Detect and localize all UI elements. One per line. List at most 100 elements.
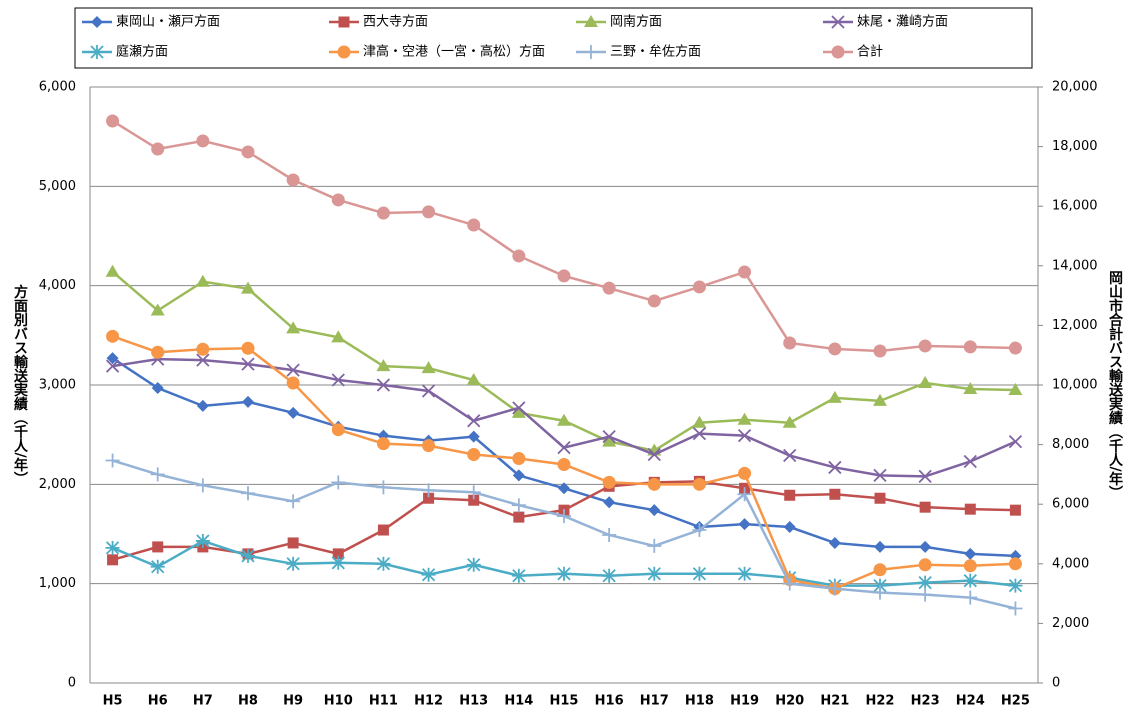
data-point [963,340,977,354]
data-point [827,390,842,403]
data-point [422,439,436,453]
data-point [738,265,752,279]
data-point [692,280,706,294]
x-tick-label: H25 [1001,694,1030,709]
data-point [150,467,165,482]
x-tick-label: H5 [103,694,123,709]
data-point [513,511,525,523]
data-point [466,485,481,500]
data-point [241,341,255,355]
data-point [692,477,706,491]
legend-label: 西大寺方面 [363,14,428,30]
legend-marker [338,16,350,28]
data-point [286,321,301,334]
data-point [828,536,841,549]
data-point [106,329,120,343]
data-point [1008,557,1022,571]
data-point [963,559,977,573]
data-point [241,548,255,563]
data-point [286,173,300,187]
data-point [376,359,391,372]
data-point [377,524,389,536]
y-tick-label: 3,000 [39,378,76,393]
data-point [241,486,255,501]
x-tick-label: H8 [238,694,258,709]
data-point [558,482,570,495]
data-point [963,381,978,394]
data-point [422,205,436,219]
data-point [106,352,119,365]
data-point [331,330,346,343]
data-point [602,281,616,295]
data-point [919,540,932,553]
data-point [919,501,931,513]
data-point [602,434,617,447]
legend-marker [90,45,104,59]
data-point [512,249,526,263]
data-point [557,440,571,455]
data-point [647,294,661,308]
data-point [784,489,796,501]
data-point [873,468,887,483]
data-point [557,509,571,524]
data-point [105,453,120,468]
data-point [963,573,978,588]
data-point [964,503,976,515]
legend-label: 三野・牟佐方面 [610,44,701,60]
y2-tick-label: 8,000 [1052,437,1089,452]
legend-label: 妹尾・灘崎方面 [857,14,948,30]
data-point [241,281,255,294]
data-point [918,469,932,484]
x-tick-label: H24 [956,694,985,709]
x-tick-label: H11 [369,694,398,709]
data-point [376,437,390,451]
data-point [602,475,616,489]
data-point [602,430,616,444]
data-point [692,427,707,441]
data-point [196,353,210,367]
data-point [963,454,977,469]
data-point [738,466,752,480]
x-tick-label: H9 [283,694,303,709]
legend-marker [337,45,351,59]
legend-marker [584,45,598,59]
x-tick-label: H21 [820,694,849,709]
y-tick-label: 1,000 [39,576,76,591]
data-point [873,585,887,600]
data-point [738,518,751,531]
x-tick-label: H14 [504,694,533,709]
data-point [647,538,662,553]
x-tick-label: H13 [459,694,488,709]
data-point [467,414,481,428]
data-point [376,556,391,571]
y2-axis-label: 岡山市合計バス輸送実績（千人/年） [1107,270,1124,499]
data-point [557,269,571,283]
data-point [242,395,254,408]
data-point [647,447,661,462]
data-point [918,587,933,602]
data-point [829,488,841,500]
data-point [602,568,617,583]
data-point [1008,601,1023,616]
data-point [873,393,887,406]
data-point [151,142,165,156]
data-point [107,554,119,566]
y2-tick-label: 18,000 [1052,139,1098,154]
data-point [692,415,707,428]
legend-box [74,7,1033,69]
data-point [827,581,842,596]
x-tick-label: H19 [730,694,759,709]
data-point [466,373,481,386]
y2-tick-label: 2,000 [1052,616,1089,631]
data-point [421,384,436,398]
data-point [1008,341,1022,355]
y2-tick-label: 4,000 [1052,556,1089,571]
data-point [692,566,707,581]
data-point [692,523,707,538]
data-point [647,477,661,491]
data-point [466,557,481,572]
y2-tick-label: 14,000 [1052,258,1098,273]
data-point [331,555,346,570]
